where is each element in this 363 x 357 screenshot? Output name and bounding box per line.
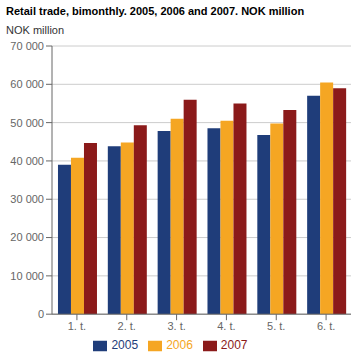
html-text:2006: 2006 — [166, 338, 193, 353]
svg-text:20 000: 20 000 — [10, 231, 44, 243]
html-text:2005: 2005 — [111, 338, 139, 353]
svg-text:70 000: 70 000 — [10, 40, 44, 52]
svg-text:10 000: 10 000 — [10, 270, 44, 282]
svg-text:2. t.: 2. t. — [118, 320, 136, 332]
svg-text:5. t.: 5. t. — [267, 320, 285, 332]
svg-text:6. t.: 6. t. — [317, 320, 335, 332]
html-text:2007: 2007 — [220, 338, 248, 353]
svg-text:50 000: 50 000 — [10, 117, 44, 129]
html-text:NOK million: NOK million — [6, 24, 65, 36]
svg-text:4. t.: 4. t. — [217, 320, 235, 332]
svg-text:60 000: 60 000 — [10, 78, 44, 90]
svg-text:3. t.: 3. t. — [167, 320, 185, 332]
svg-text:1. t.: 1. t. — [68, 320, 86, 332]
svg-text:30 000: 30 000 — [10, 193, 44, 205]
html-text:Retail trade, bimonthly. 2005,: Retail trade, bimonthly. 2005, 2006 and … — [6, 5, 305, 17]
svg-text:0: 0 — [38, 308, 44, 320]
svg-text:40 000: 40 000 — [10, 155, 44, 167]
